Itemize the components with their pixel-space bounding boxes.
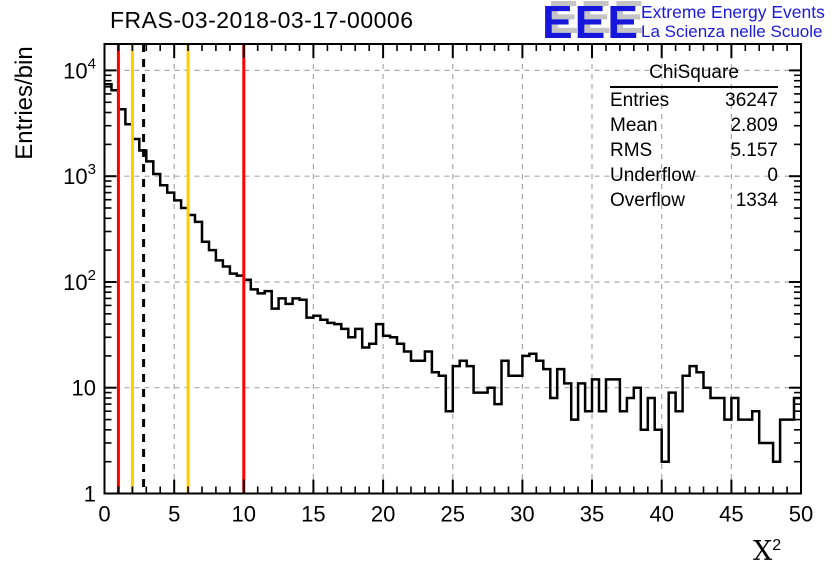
grid-lines xyxy=(104,44,801,494)
y-tick-label: 103 xyxy=(63,161,96,189)
x-tick-label: 10 xyxy=(232,502,256,527)
plot-title: FRAS-03-2018-03-17-00006 xyxy=(110,7,414,33)
x-tick-label: 40 xyxy=(649,502,673,527)
y-tick-labels: 1 10 102 103 104 xyxy=(63,55,96,506)
cut-lines xyxy=(116,44,246,494)
x-tick-label: 15 xyxy=(301,502,325,527)
y-tick-label: 10 xyxy=(72,376,96,401)
stats-row-entries: Entries 36247 xyxy=(610,88,778,113)
stats-label: RMS xyxy=(610,140,653,161)
stats-value: 5.157 xyxy=(730,140,778,161)
y-axis-title: Entries/bin xyxy=(11,46,38,160)
x-tick-label: 5 xyxy=(168,502,180,527)
x-axis-title-base: X xyxy=(753,536,773,567)
x-tick-label: 0 xyxy=(98,502,110,527)
logo-tagline-line1: Extreme Energy Events xyxy=(641,2,825,22)
stats-value: 0 xyxy=(767,165,778,186)
stats-row-overflow: Overflow 1334 xyxy=(610,188,778,213)
stats-row-rms: RMS 5.157 xyxy=(610,138,778,163)
stats-value: 2.809 xyxy=(730,115,778,136)
stats-label: Overflow xyxy=(610,190,685,211)
x-tick-label: 30 xyxy=(510,502,534,527)
x-axis-title: X2 xyxy=(753,536,781,567)
stats-label: Entries xyxy=(610,90,670,111)
x-tick-label: 45 xyxy=(719,502,743,527)
stats-value: 1334 xyxy=(735,190,778,211)
histogram-line xyxy=(104,83,801,463)
stats-label: Mean xyxy=(610,115,658,136)
y-tick-label: 104 xyxy=(63,55,96,83)
x-tick-label: 25 xyxy=(441,502,465,527)
axis-ticks xyxy=(104,44,801,494)
x-tick-label: 20 xyxy=(371,502,395,527)
stats-box-title: ChiSquare xyxy=(610,62,778,88)
x-tick-labels: 0 5 10 15 20 25 30 35 40 45 50 xyxy=(98,502,813,527)
stats-value: 36247 xyxy=(725,90,778,111)
x-tick-label: 50 xyxy=(789,502,813,527)
stats-row-mean: Mean 2.809 xyxy=(610,113,778,138)
stats-row-underflow: Underflow 0 xyxy=(610,163,778,188)
x-tick-label: 35 xyxy=(580,502,604,527)
eee-logo-tagline: Extreme Energy Events La Scienza nelle S… xyxy=(641,2,825,42)
stats-box: ChiSquare Entries 36247 Mean 2.809 RMS 5… xyxy=(610,62,778,213)
eee-logo: EEE xyxy=(542,0,641,48)
y-tick-label: 1 xyxy=(84,482,96,507)
x-axis-title-exponent: 2 xyxy=(772,537,782,554)
logo-tagline-line2: La Scienza nelle Scuole xyxy=(641,22,823,41)
stats-label: Underflow xyxy=(610,165,696,186)
y-tick-label: 102 xyxy=(63,267,96,295)
